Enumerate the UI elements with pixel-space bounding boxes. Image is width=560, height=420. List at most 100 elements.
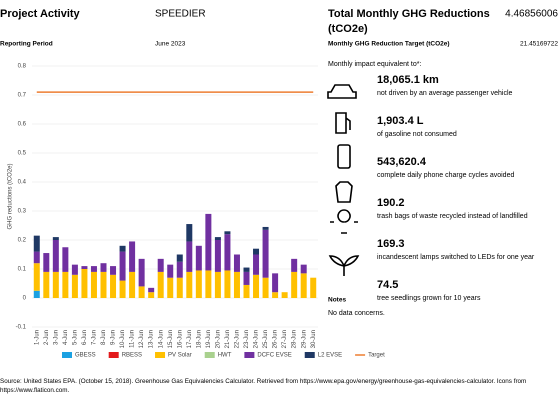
y-tick-label: -0.1 xyxy=(16,325,27,331)
bar-segment xyxy=(129,271,136,298)
project-name: SPEEDIER xyxy=(155,9,206,20)
equiv-value: 74.5 xyxy=(377,279,398,291)
bar-segment xyxy=(243,271,250,285)
bar-segment xyxy=(262,226,269,230)
x-tick-label: 14-Jun xyxy=(158,330,164,348)
bar-segment xyxy=(281,292,288,298)
x-tick-label: 7-Jun xyxy=(92,330,98,345)
y-tick-label: 0.3 xyxy=(18,209,27,215)
equiv-value: 190.2 xyxy=(377,197,405,209)
bar-segment xyxy=(71,274,78,298)
legend-label: L2 EVSE xyxy=(318,353,342,359)
bar-segment xyxy=(253,254,260,275)
bar-segment xyxy=(33,235,40,252)
bar-segment xyxy=(167,277,174,298)
source-box: Source: United States EPA. (October 15, … xyxy=(0,378,527,394)
bar-segment xyxy=(71,264,78,275)
bar-segment xyxy=(100,263,107,272)
x-tick-label: 23-Jun xyxy=(244,330,250,348)
x-tick-label: 1-Jun xyxy=(34,330,40,345)
target: 21.45169722 xyxy=(520,41,558,48)
bar-segment xyxy=(43,253,50,272)
pump-icon xyxy=(335,112,351,134)
x-tick-label: 19-Jun xyxy=(206,330,212,348)
legend-swatch xyxy=(244,352,255,358)
bar-segment xyxy=(262,229,269,278)
x-tick-label: 27-Jun xyxy=(282,330,288,348)
bar-segment xyxy=(167,264,174,278)
bar-segment xyxy=(148,287,155,293)
x-tick-label: 5-Jun xyxy=(72,330,78,345)
legend-swatch xyxy=(155,352,166,358)
bar-segment xyxy=(176,254,183,262)
x-tick-label: 13-Jun xyxy=(149,330,155,348)
bar-segment xyxy=(214,240,221,272)
bar-segment xyxy=(224,270,231,298)
plant-icon xyxy=(328,255,360,276)
bar-segment xyxy=(119,245,126,252)
y-tick-label: 0 xyxy=(23,296,27,302)
legend-swatch xyxy=(204,352,215,358)
x-tick-label: 29-Jun xyxy=(301,330,307,348)
source: Source: United States EPA. (October 15, … xyxy=(0,378,527,394)
bar-segment xyxy=(81,269,88,298)
y-axis-label: GHG reductions (tCO2e) xyxy=(8,163,14,229)
bar-segment xyxy=(81,266,88,269)
bar-segment xyxy=(129,241,136,272)
x-tick-label: 4-Jun xyxy=(63,330,69,345)
bar-segment xyxy=(52,240,59,272)
y-tick-label: 0.4 xyxy=(18,180,27,186)
bar-segment xyxy=(157,258,164,272)
x-tick-label: 2-Jun xyxy=(44,330,50,345)
bar-segment xyxy=(176,261,183,278)
bar-segment xyxy=(310,277,317,298)
x-tick-label: 28-Jun xyxy=(292,330,298,348)
page-title: Project Activity xyxy=(0,8,81,20)
bar-segment xyxy=(253,274,260,298)
bar-segment xyxy=(186,241,193,272)
bar-segment xyxy=(300,273,307,298)
bar-segment xyxy=(157,271,164,298)
equiv-value: 543,620.4 xyxy=(377,156,427,168)
legend-swatch xyxy=(108,352,119,358)
notes-title: Notes xyxy=(328,297,346,304)
equiv-text: tree seedlings grown for 10 years xyxy=(377,295,481,302)
icons xyxy=(327,84,360,276)
equiv-text: trash bags of waste recycled instead of … xyxy=(377,213,528,220)
bar-segment xyxy=(243,267,250,272)
x-tick-label: 18-Jun xyxy=(196,330,202,348)
phone-icon xyxy=(337,144,351,169)
bar-segment xyxy=(195,245,202,271)
bar-segment xyxy=(205,213,212,271)
bar-segment xyxy=(233,254,240,272)
equiv-label: Monthly impact equivalent to*: xyxy=(328,61,421,68)
x-tick-label: 16-Jun xyxy=(177,330,183,348)
bar-segment xyxy=(176,277,183,298)
bar-segment xyxy=(52,237,59,240)
legend-label: RBESS xyxy=(122,353,142,359)
x-tick-label: 15-Jun xyxy=(168,330,174,348)
bar-segment xyxy=(90,271,97,298)
equiv-text: of gasoline not consumed xyxy=(377,131,457,138)
y-tick-label: 0.1 xyxy=(18,267,27,273)
bar-segment xyxy=(300,264,307,274)
legend-label: HWT xyxy=(218,353,232,359)
notes: No data concerns. xyxy=(328,310,385,317)
equiv-value: 1,903.4 L xyxy=(377,115,424,127)
x-tick-label: 22-Jun xyxy=(235,330,241,348)
bar-segment xyxy=(243,284,250,298)
bar-segment xyxy=(262,277,269,298)
period: June 2023 xyxy=(155,41,186,48)
bar-segment xyxy=(52,271,59,298)
bar-segment xyxy=(186,271,193,298)
equiv-value: 169.3 xyxy=(377,238,405,250)
summary-title: Total Monthly GHG Reductions xyxy=(328,8,490,20)
bar-segment xyxy=(148,292,155,298)
total: 4.46856006 xyxy=(505,9,558,20)
bar-segment xyxy=(291,258,298,272)
bar-segment xyxy=(214,271,221,298)
x-tick-label: 24-Jun xyxy=(254,330,260,348)
bar-segment xyxy=(186,224,193,242)
x-tick-label: 26-Jun xyxy=(273,330,279,348)
